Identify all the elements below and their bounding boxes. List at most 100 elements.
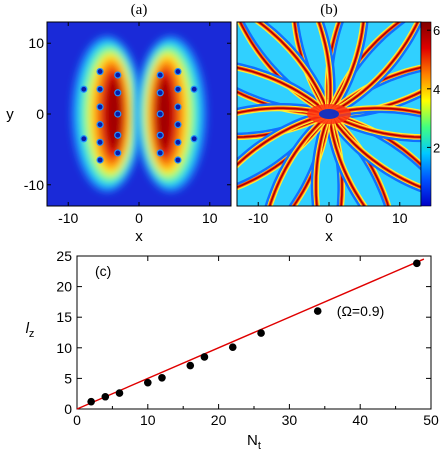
panel-c-xtick-label: 10 bbox=[140, 412, 156, 428]
vortex-core bbox=[157, 90, 163, 96]
panel-c-xtick-label: 50 bbox=[423, 412, 439, 428]
data-point bbox=[257, 329, 265, 337]
phase-band bbox=[332, 107, 421, 114]
phase-band bbox=[331, 115, 421, 138]
data-point bbox=[87, 397, 95, 406]
vortex-core bbox=[157, 132, 163, 138]
phase-band bbox=[330, 22, 365, 112]
lobe-left bbox=[71, 36, 143, 192]
data-point bbox=[115, 389, 124, 397]
panel-a-axes: -10 0 10 -10 0 10 bbox=[24, 22, 231, 226]
data-point bbox=[144, 378, 152, 387]
panel-a-ytick-label: 10 bbox=[28, 35, 44, 51]
panel-a-vortex-cores bbox=[80, 67, 198, 164]
panel-c-xlabel: Nt bbox=[247, 432, 261, 452]
vortex-core bbox=[191, 86, 197, 92]
panel-c-xlabel-sub: t bbox=[258, 440, 261, 452]
panel-c: (c) 0 10 20 30 40 50 0 5 10 15 20 25 (Ω=0.9) Nt lz bbox=[26, 248, 439, 452]
panel-a-ytick-label: -10 bbox=[24, 177, 44, 193]
phase-core bbox=[319, 109, 339, 119]
vortex-core bbox=[97, 157, 103, 163]
panel-c-ylabel-main: l bbox=[26, 320, 30, 337]
phase-band bbox=[237, 114, 326, 166]
panel-c-ytick-label: 25 bbox=[56, 248, 72, 264]
phase-band bbox=[237, 107, 326, 114]
phase-band bbox=[331, 22, 419, 113]
vortex-core bbox=[81, 86, 87, 92]
vortex-core bbox=[97, 69, 103, 74]
panel-c-xtick-label: 30 bbox=[282, 412, 298, 428]
phase-band bbox=[317, 22, 332, 111]
panel-c-xtick-label: 40 bbox=[352, 412, 368, 428]
panel-a-ylabel: y bbox=[6, 106, 14, 123]
panel-a: (a) -10 0 10 -10 0 10 x y bbox=[6, 2, 232, 245]
vortex-core bbox=[115, 90, 121, 96]
data-point bbox=[101, 392, 110, 401]
data-point bbox=[313, 307, 322, 315]
lobe-right bbox=[135, 36, 207, 192]
phase-band bbox=[333, 22, 421, 117]
panel-a-label: (a) bbox=[131, 2, 148, 18]
vortex-core bbox=[115, 150, 121, 156]
phase-band bbox=[330, 118, 421, 143]
panel-c-ytick-label: 15 bbox=[56, 309, 72, 325]
panel-c-ytick-label: 10 bbox=[56, 340, 72, 356]
vortex-core bbox=[175, 157, 181, 163]
phase-band bbox=[315, 117, 329, 206]
phase-band bbox=[333, 22, 369, 114]
vortex-core bbox=[81, 136, 87, 142]
data-point bbox=[228, 343, 237, 351]
phase-band bbox=[333, 110, 421, 118]
phase-band bbox=[268, 115, 327, 206]
panel-b-axes: -10 0 10 bbox=[248, 202, 408, 226]
phase-band bbox=[327, 118, 421, 193]
panel-b-label: (b) bbox=[320, 2, 338, 18]
vortex-core bbox=[175, 69, 181, 74]
phase-band bbox=[330, 116, 421, 189]
data-point bbox=[158, 373, 166, 382]
phase-band bbox=[262, 22, 333, 110]
phase-band bbox=[237, 102, 327, 111]
phase-band bbox=[332, 94, 421, 120]
vortex-core bbox=[97, 122, 103, 128]
vortex-core bbox=[97, 86, 103, 92]
vortex-core bbox=[175, 86, 181, 92]
panel-c-label: (c) bbox=[95, 263, 111, 279]
phase-band bbox=[257, 22, 329, 112]
panel-c-xtick-label: 0 bbox=[73, 412, 81, 428]
panel-b-xtick-label: 10 bbox=[392, 210, 408, 226]
panel-b-xlabel: x bbox=[325, 228, 333, 245]
phase-band bbox=[321, 22, 336, 112]
vortex-core bbox=[175, 104, 181, 110]
fit-line bbox=[76, 258, 425, 410]
phase-band bbox=[328, 117, 366, 206]
vortex-core bbox=[157, 72, 163, 78]
panel-a-xlabel: x bbox=[135, 228, 143, 245]
omega-annotation: (Ω=0.9) bbox=[337, 303, 384, 319]
panel-b-colorbar-ticks: 2 4 6 bbox=[427, 23, 440, 155]
phase-band bbox=[237, 62, 330, 110]
panel-c-ytick-label: 20 bbox=[56, 279, 72, 295]
panel-a-xtick-label: -10 bbox=[58, 210, 78, 226]
vortex-core bbox=[97, 104, 103, 110]
data-point bbox=[200, 353, 209, 361]
panel-c-ylabel: lz bbox=[26, 320, 35, 340]
panel-c-xtick-label: 20 bbox=[211, 412, 227, 428]
panel-a-xtick-label: 0 bbox=[135, 210, 143, 226]
vortex-core bbox=[115, 72, 121, 78]
panel-b: (b) -10 0 10 x 2 4 6 bbox=[236, 2, 440, 245]
vortex-core bbox=[157, 150, 163, 156]
colorbar-tick-label: 4 bbox=[433, 82, 440, 97]
panel-c-axes: 0 10 20 30 40 50 0 5 10 15 20 25 bbox=[56, 248, 439, 428]
phase-band bbox=[237, 110, 325, 162]
vortex-core bbox=[115, 132, 121, 138]
panel-b-colorbar bbox=[420, 21, 432, 207]
panel-b-xtick-label: -10 bbox=[248, 210, 268, 226]
panel-c-ylabel-sub: z bbox=[29, 328, 35, 340]
vortex-core bbox=[175, 122, 181, 128]
panel-a-ytick-label: 0 bbox=[36, 106, 44, 122]
phase-band bbox=[264, 112, 325, 206]
colorbar-tick-label: 6 bbox=[433, 23, 440, 38]
panel-c-ytick-label: 5 bbox=[64, 370, 72, 386]
